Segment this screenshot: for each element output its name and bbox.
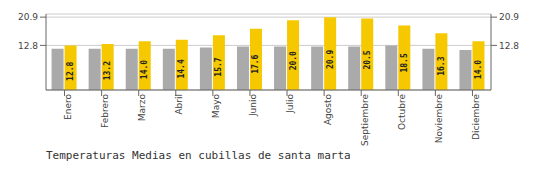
svg-text:20.9: 20.9 bbox=[326, 50, 335, 69]
svg-text:Octubre: Octubre bbox=[397, 94, 407, 130]
svg-text:12.8: 12.8 bbox=[66, 61, 75, 80]
svg-text:20.0: 20.0 bbox=[289, 51, 298, 70]
html-text:Temperaturas Medias en cubilla: Temperaturas Medias en cubillas de santa… bbox=[46, 149, 351, 162]
svg-text:Septiembre: Septiembre bbox=[360, 94, 370, 147]
svg-text:16.3: 16.3 bbox=[437, 56, 446, 75]
svg-text:Noviembre: Noviembre bbox=[434, 94, 444, 144]
svg-text:Diciembre: Diciembre bbox=[471, 94, 481, 140]
svg-text:14.4: 14.4 bbox=[177, 59, 186, 78]
svg-text:20.5: 20.5 bbox=[363, 50, 372, 69]
svg-text:Junio: Junio bbox=[248, 94, 258, 118]
svg-text:Abril: Abril bbox=[174, 94, 184, 115]
svg-text:20.9: 20.9 bbox=[18, 12, 38, 22]
svg-text:Mayo: Mayo bbox=[211, 94, 221, 119]
svg-text:20.9: 20.9 bbox=[499, 12, 519, 22]
svg-text:14.0: 14.0 bbox=[474, 60, 483, 79]
svg-text:Enero: Enero bbox=[63, 94, 73, 120]
svg-text:13.2: 13.2 bbox=[103, 61, 112, 80]
svg-text:Agosto: Agosto bbox=[323, 94, 333, 126]
svg-text:17.6: 17.6 bbox=[251, 54, 260, 73]
svg-text:12.8: 12.8 bbox=[499, 41, 519, 51]
svg-text:Febrero: Febrero bbox=[100, 94, 110, 128]
svg-text:15.7: 15.7 bbox=[214, 57, 223, 76]
svg-text:14.0: 14.0 bbox=[140, 60, 149, 79]
svg-text:18.5: 18.5 bbox=[400, 53, 409, 72]
svg-text:12.8: 12.8 bbox=[18, 41, 38, 51]
svg-text:Marzo: Marzo bbox=[137, 94, 147, 122]
svg-text:Julio: Julio bbox=[285, 94, 295, 114]
